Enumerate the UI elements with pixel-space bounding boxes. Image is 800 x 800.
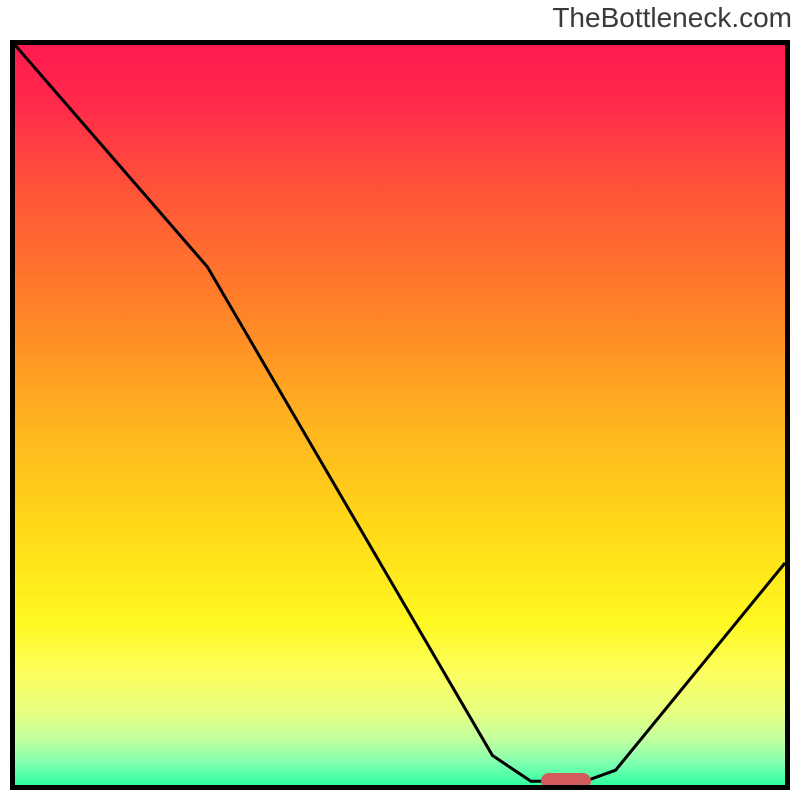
plot-area	[10, 40, 790, 790]
watermark-text: TheBottleneck.com	[552, 2, 792, 34]
bottleneck-chart: TheBottleneck.com	[0, 0, 800, 800]
optimal-marker	[541, 773, 591, 789]
bottleneck-curve	[15, 45, 785, 785]
